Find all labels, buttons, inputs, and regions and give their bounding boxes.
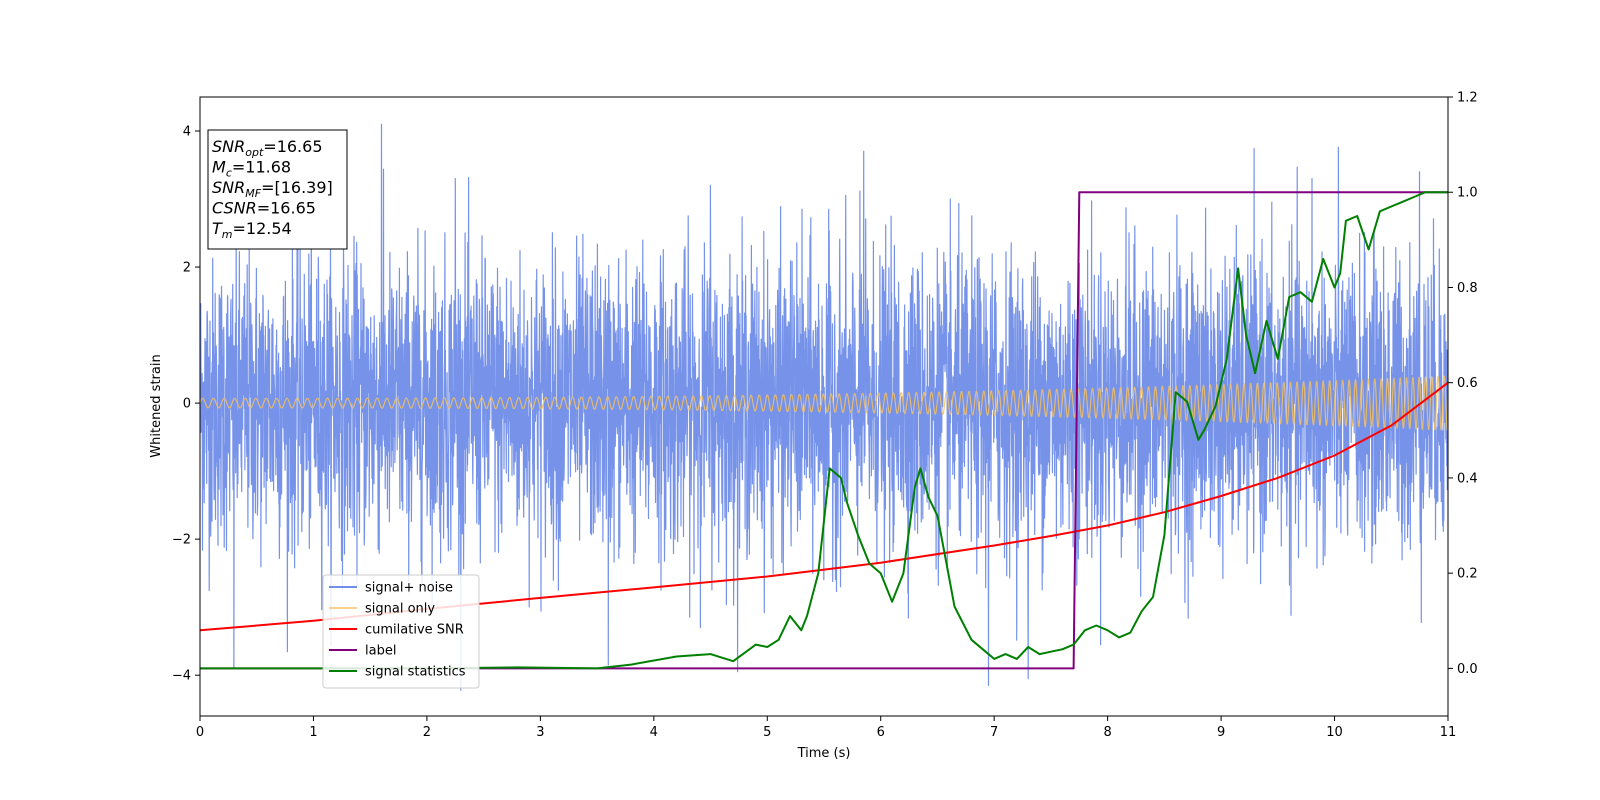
legend-label: cumilative SNR: [365, 623, 464, 638]
legend-label: label: [365, 644, 396, 659]
y-left-tick-label: 0: [183, 397, 191, 412]
legend-label: signal only: [365, 602, 435, 617]
y-right-tick-label: 0.0: [1457, 662, 1478, 677]
y-left-axis: 4 2 0 −2 −4: [172, 125, 200, 684]
annotation-box: SNRopt=16.65Mc=11.68SNRMF=[16.39]CSNR=16…: [207, 129, 348, 250]
y-right-tick-label: 0.2: [1457, 567, 1478, 582]
y-right-tick-label: 0.8: [1457, 281, 1478, 296]
annotation-frame: [207, 129, 348, 250]
x-tick-label: 8: [1103, 725, 1111, 740]
annotation-line: Mc=11.68: [212, 158, 291, 180]
x-tick-label: 0: [196, 725, 204, 740]
x-tick-label: 5: [763, 725, 771, 740]
y-left-tick-label: 4: [183, 125, 191, 140]
annotation-line: Tm=12.54: [212, 219, 292, 241]
y-right-tick-label: 0.4: [1457, 471, 1478, 486]
x-tick-label: 7: [990, 725, 998, 740]
x-tick-label: 6: [877, 725, 885, 740]
x-tick-label: 2: [423, 725, 431, 740]
x-axis-title: Time (s): [797, 746, 851, 761]
y-right-tick-label: 1.0: [1457, 186, 1478, 201]
legend-label: signal statistics: [365, 665, 466, 680]
annotation-line: SNRopt=16.65: [212, 137, 323, 159]
x-tick-label: 9: [1217, 725, 1225, 740]
x-tick-label: 10: [1326, 725, 1343, 740]
legend-label: signal+ noise: [365, 581, 453, 596]
annotation-line: CSNR=16.65: [212, 199, 316, 218]
y-left-tick-label: −2: [172, 533, 191, 548]
series-line-signal-statistics: [200, 191, 1448, 670]
series-line-label: [200, 191, 1448, 670]
y-left-tick-label: 2: [183, 261, 191, 276]
x-tick-label: 11: [1440, 725, 1457, 740]
annotation-line: SNRMF=[16.39]: [212, 178, 333, 200]
x-tick-label: 3: [536, 725, 544, 740]
y-right-tick-label: 1.2: [1457, 91, 1478, 106]
series-line-signal-only: [200, 375, 1448, 431]
x-axis: 0 1 2 3 4 5 6 7 8 9 10 11: [196, 716, 1456, 740]
series-line-cumilative-snr: [200, 381, 1448, 632]
y-axis-title: Whitened strain: [149, 354, 164, 457]
x-tick-label: 1: [309, 725, 317, 740]
y-right-axis: 1.2 1.0 0.8 0.6 0.4 0.2 0.0: [1448, 91, 1478, 677]
legend-frame: [322, 574, 480, 689]
legend: signal+ noise signal only cumilative SNR la…: [322, 574, 480, 689]
plot-frame: [199, 96, 1449, 717]
x-tick-label: 4: [650, 725, 658, 740]
y-right-tick-label: 0.6: [1457, 376, 1478, 391]
y-left-tick-label: −4: [172, 669, 191, 684]
